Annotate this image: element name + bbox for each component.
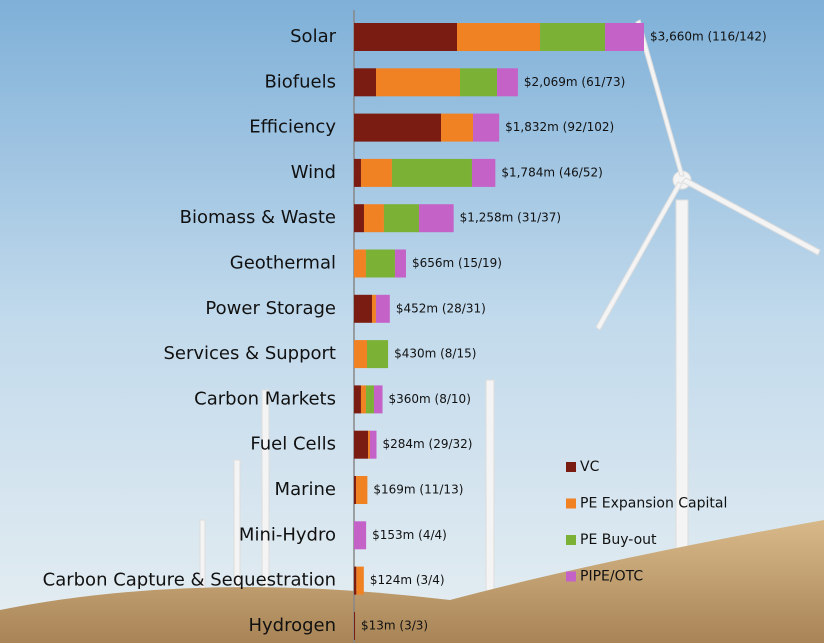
bar-segment xyxy=(370,431,376,459)
bar-segment xyxy=(354,567,356,595)
bar-segment xyxy=(354,68,376,96)
bar-segment xyxy=(605,23,644,51)
category-label: Services & Support xyxy=(163,343,336,364)
category-label: Carbon Capture & Sequestration xyxy=(43,570,336,591)
category-label: Biomass & Waste xyxy=(180,207,336,228)
chart: Solar $3,660m (116/142) Biofuels $2,069m (6… xyxy=(0,0,824,643)
legend-label: PIPE/OTC xyxy=(580,569,643,585)
total-label: $1,784m (46/52) xyxy=(501,165,602,179)
legend-swatch xyxy=(566,572,576,582)
bar-segment xyxy=(354,385,361,413)
total-label: $1,258m (31/37) xyxy=(460,211,561,225)
bar-segment xyxy=(472,159,495,187)
total-label: $360m (8/10) xyxy=(389,392,471,406)
total-label: $124m (3/4) xyxy=(370,573,445,587)
bar-segment xyxy=(354,521,366,549)
legend-swatch xyxy=(566,462,576,472)
bar-segment xyxy=(366,385,374,413)
bar-segment xyxy=(354,612,355,640)
legend-swatch xyxy=(566,499,576,509)
total-label: $430m (8/15) xyxy=(394,347,476,361)
bar-segment xyxy=(354,204,364,232)
bar-segment xyxy=(372,295,376,323)
total-label: $284m (29/32) xyxy=(383,437,473,451)
bar-segment xyxy=(356,476,367,504)
bar-segment xyxy=(392,159,472,187)
category-label: Mini-Hydro xyxy=(239,524,336,545)
bar-segment xyxy=(354,476,356,504)
bar-segment xyxy=(457,23,540,51)
bar-segment xyxy=(354,340,367,368)
total-label: $169m (11/13) xyxy=(373,483,463,497)
bar-segment xyxy=(354,431,368,459)
total-label: $153m (4/4) xyxy=(372,528,447,542)
bar-segment xyxy=(374,385,383,413)
total-label: $1,832m (92/102) xyxy=(505,120,614,134)
category-label: Hydrogen xyxy=(248,615,336,636)
bar-segment xyxy=(497,68,518,96)
legend-label: VC xyxy=(580,459,600,475)
bar-segment xyxy=(361,159,392,187)
total-label: $3,660m (116/142) xyxy=(650,30,767,44)
bar-segment xyxy=(460,68,497,96)
bar-segment xyxy=(473,114,499,142)
category-label: Wind xyxy=(291,162,336,183)
bar-segment xyxy=(354,295,372,323)
bar-segment xyxy=(367,340,388,368)
bar-segment xyxy=(395,250,406,278)
bar-segment xyxy=(441,114,473,142)
bar-segment xyxy=(354,23,457,51)
total-label: $13m (3/3) xyxy=(361,618,428,632)
total-label: $452m (28/31) xyxy=(396,301,486,315)
total-label: $2,069m (61/73) xyxy=(524,75,625,89)
legend-swatch xyxy=(566,535,576,545)
legend-label: PE Buy-out xyxy=(580,532,657,548)
bar-segment xyxy=(354,250,366,278)
bar-segment xyxy=(356,567,363,595)
category-label: Efficiency xyxy=(249,117,336,138)
legend-label: PE Expansion Capital xyxy=(580,496,727,512)
category-label: Marine xyxy=(275,479,336,500)
bar-segment xyxy=(384,204,419,232)
bar-segment xyxy=(368,431,370,459)
bar-segment xyxy=(354,114,441,142)
bar-segment xyxy=(376,68,460,96)
bar-segment xyxy=(364,204,384,232)
bar-segment xyxy=(366,250,395,278)
category-label: Solar xyxy=(290,26,336,47)
category-label: Fuel Cells xyxy=(250,434,336,455)
category-label: Power Storage xyxy=(205,298,336,319)
bar-segment xyxy=(354,159,361,187)
category-label: Carbon Markets xyxy=(194,388,336,409)
category-label: Biofuels xyxy=(264,71,336,92)
bar-segment xyxy=(419,204,454,232)
category-label: Geothermal xyxy=(230,253,336,274)
total-label: $656m (15/19) xyxy=(412,256,502,270)
bar-segment xyxy=(540,23,605,51)
bar-segment xyxy=(361,385,366,413)
bar-segment xyxy=(376,295,390,323)
